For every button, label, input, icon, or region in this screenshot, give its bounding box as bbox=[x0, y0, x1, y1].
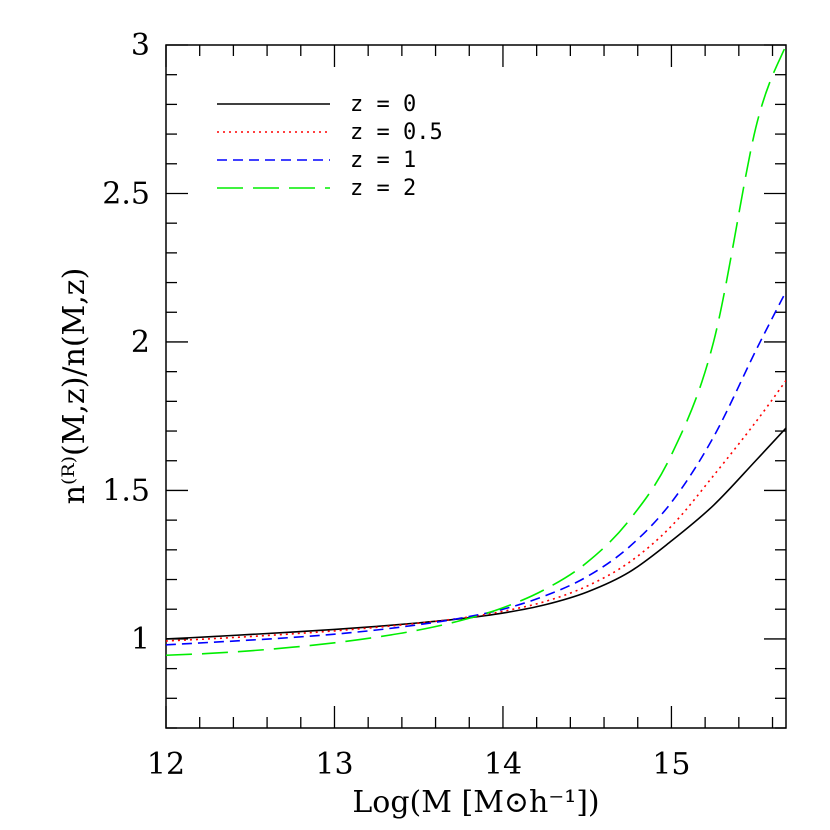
legend: z = 0 z = 0.5 z = 1 z = 2 bbox=[217, 92, 443, 201]
y-tick-label: 1.5 bbox=[102, 473, 150, 508]
series-line-3 bbox=[166, 45, 786, 657]
y-axis-label: n⁽ᴿ⁾(M,z)/n(M,z) bbox=[57, 268, 92, 505]
y-tick-label: 2.5 bbox=[102, 176, 150, 211]
x-tick-label: 14 bbox=[484, 747, 522, 782]
series-line-2 bbox=[166, 291, 786, 646]
y-tick-label: 3 bbox=[131, 28, 150, 63]
x-axis-label: Log(M [M⊙h⁻¹]) bbox=[352, 785, 599, 820]
legend-label-0: z = 0 bbox=[350, 92, 416, 117]
series-line-0 bbox=[166, 427, 786, 640]
legend-label-3: z = 2 bbox=[350, 176, 416, 201]
x-tick-label: 12 bbox=[147, 747, 185, 782]
tick-labels: 12 13 14 15 1 1.5 2 2.5 3 bbox=[102, 28, 690, 782]
legend-label-1: z = 0.5 bbox=[350, 120, 443, 145]
y-tick-label: 1 bbox=[131, 622, 150, 657]
legend-label-2: z = 1 bbox=[350, 148, 416, 173]
series-line-1 bbox=[166, 380, 786, 642]
plot-frame bbox=[165, 44, 787, 729]
axis-ticks bbox=[165, 44, 786, 729]
x-tick-label: 15 bbox=[652, 747, 690, 782]
series-lines bbox=[166, 45, 786, 657]
y-tick-label: 2 bbox=[131, 325, 150, 360]
x-tick-label: 13 bbox=[315, 747, 353, 782]
